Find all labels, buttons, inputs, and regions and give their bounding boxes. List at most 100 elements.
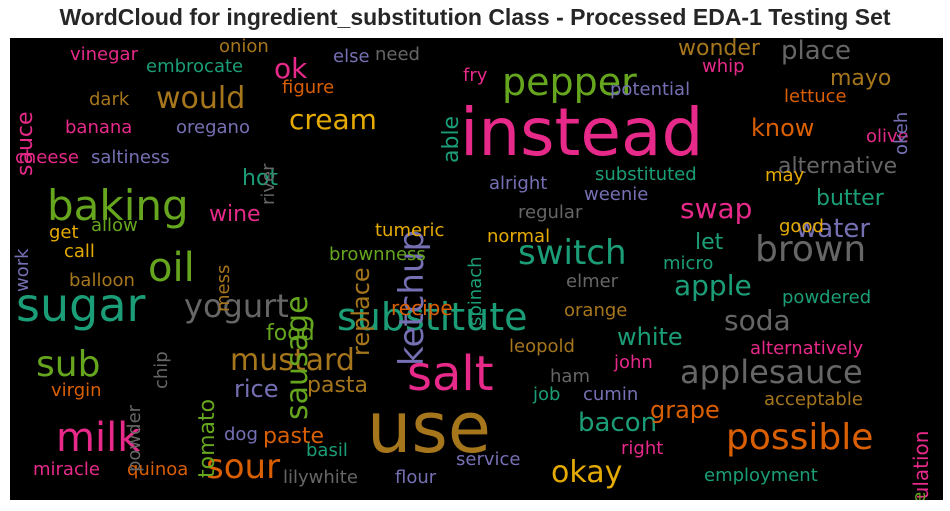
word-powdered: powdered bbox=[782, 287, 872, 308]
word-wonder: wonder bbox=[678, 38, 760, 61]
word-okeh: okeh bbox=[891, 111, 912, 155]
word-fry: fry bbox=[463, 65, 488, 86]
word-substitute: substitute bbox=[337, 295, 528, 339]
word-soda: soda bbox=[724, 304, 791, 337]
word-banana: banana bbox=[65, 117, 133, 138]
word-dog: dog bbox=[224, 424, 258, 445]
word-service: service bbox=[456, 449, 521, 470]
word-substituted: substituted bbox=[595, 164, 697, 185]
word-hot: hot bbox=[242, 166, 279, 191]
word-vinegar: vinegar bbox=[70, 44, 138, 65]
word-instead: instead bbox=[460, 94, 704, 171]
word-virgin: virgin bbox=[51, 380, 102, 401]
word-pasta: pasta bbox=[307, 373, 369, 398]
word-sub: sub bbox=[36, 344, 101, 385]
word-regular: regular bbox=[518, 202, 583, 223]
word-orange: orange bbox=[564, 300, 628, 321]
word-white: white bbox=[617, 323, 683, 351]
word-ok: ok bbox=[274, 52, 308, 85]
word-call: call bbox=[64, 241, 95, 262]
word-john: john bbox=[614, 352, 653, 373]
word-applesauce: applesauce bbox=[680, 353, 863, 391]
word-quinoa: quinoa bbox=[127, 459, 189, 480]
word-tomato: tomato bbox=[195, 398, 220, 478]
word-need: need bbox=[375, 44, 420, 65]
word-usance: usance bbox=[909, 492, 930, 500]
word-baking: baking bbox=[47, 181, 189, 230]
word-cloud-canvas: instead use salt sugar baking substitute milk p… bbox=[10, 38, 943, 500]
word-acceptable: acceptable bbox=[764, 389, 863, 410]
word-saltiness: saltiness bbox=[91, 147, 170, 168]
word-lilywhite: lilywhite bbox=[283, 467, 358, 488]
word-leopold: leopold bbox=[509, 336, 575, 357]
word-brownness: brownness bbox=[329, 244, 426, 265]
word-cream: cream bbox=[289, 103, 377, 136]
word-know: know bbox=[751, 114, 815, 142]
word-brown: brown bbox=[755, 229, 867, 270]
word-onion: onion bbox=[219, 38, 269, 57]
word-sour: sour bbox=[206, 447, 281, 487]
word-ham: ham bbox=[550, 366, 590, 387]
word-balloon: balloon bbox=[69, 270, 135, 291]
word-elmer: elmer bbox=[566, 271, 619, 292]
word-dark: dark bbox=[89, 89, 130, 110]
word-food: food bbox=[266, 321, 315, 346]
word-flour: flour bbox=[395, 467, 437, 488]
word-oregano: oregano bbox=[176, 117, 250, 138]
word-right: right bbox=[621, 438, 664, 459]
word-potential: potential bbox=[610, 79, 691, 100]
word-okay: okay bbox=[551, 455, 623, 490]
word-allow: allow bbox=[91, 215, 138, 236]
word-figure: figure bbox=[282, 77, 335, 98]
word-bacon: bacon bbox=[578, 408, 658, 438]
word-whip: whip bbox=[702, 56, 745, 77]
word-may: may bbox=[765, 165, 805, 186]
word-manipulation: manipulation bbox=[909, 430, 933, 500]
word-job: job bbox=[533, 384, 561, 405]
word-embrocate: embrocate bbox=[146, 56, 244, 77]
word-get: get bbox=[49, 222, 79, 243]
word-use: use bbox=[367, 387, 491, 469]
word-recipe: recipe bbox=[391, 296, 453, 320]
word-basil: basil bbox=[306, 440, 348, 461]
word-chip: chip bbox=[151, 350, 172, 389]
word-milk: milk bbox=[56, 415, 141, 461]
word-river: river bbox=[258, 163, 279, 205]
word-sugar: sugar bbox=[16, 278, 146, 332]
word-apple: apple bbox=[674, 269, 752, 302]
word-alright: alright bbox=[489, 173, 548, 194]
word-mess: mess bbox=[213, 264, 234, 312]
word-salt: salt bbox=[407, 346, 494, 402]
word-rice: rice bbox=[234, 375, 279, 403]
word-would: would bbox=[156, 81, 246, 116]
word-swap: swap bbox=[680, 192, 753, 225]
word-sausage: sausage bbox=[280, 295, 315, 421]
word-butter: butter bbox=[816, 186, 884, 211]
word-oil: oil bbox=[148, 245, 195, 291]
word-wine: wine bbox=[209, 202, 261, 227]
chart-title: WordCloud for ingredient_substitution Cl… bbox=[59, 4, 891, 30]
word-normal: normal bbox=[487, 226, 551, 247]
word-work: work bbox=[12, 248, 33, 292]
word-spinach: spinach bbox=[465, 256, 486, 327]
word-replace: replace bbox=[347, 267, 375, 357]
word-else: else bbox=[333, 46, 370, 67]
word-possible: possible bbox=[726, 417, 874, 458]
word-tumeric: tumeric bbox=[375, 220, 445, 241]
word-let: let bbox=[695, 230, 724, 255]
word-alternative: alternative bbox=[778, 154, 898, 179]
word-grape: grape bbox=[650, 396, 720, 424]
word-alternatively: alternatively bbox=[750, 338, 864, 359]
word-cumin: cumin bbox=[583, 384, 639, 405]
word-lettuce: lettuce bbox=[784, 86, 847, 107]
word-miracle: miracle bbox=[33, 459, 100, 480]
word-place: place bbox=[781, 38, 851, 66]
word-weenie: weenie bbox=[584, 184, 649, 205]
word-yogurt: yogurt bbox=[184, 287, 289, 325]
word-mayo: mayo bbox=[830, 66, 892, 91]
word-able: able bbox=[439, 115, 464, 163]
word-olive: olive bbox=[866, 126, 909, 147]
word-cheese: cheese bbox=[15, 147, 79, 168]
word-switch: switch bbox=[518, 233, 627, 273]
word-micro: micro bbox=[663, 253, 714, 274]
